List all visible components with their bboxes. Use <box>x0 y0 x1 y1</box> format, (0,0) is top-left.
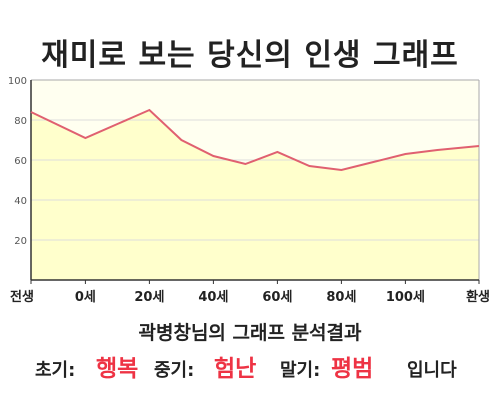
y-tick-label: 80 <box>14 116 27 127</box>
y-tick-label: 60 <box>14 156 27 167</box>
late-value: 평범 <box>331 356 374 382</box>
y-tick-label: 20 <box>14 236 27 247</box>
x-tick-label: 환생 <box>466 289 490 305</box>
x-tick-label: 80세 <box>326 290 356 305</box>
x-tick-label: 40세 <box>198 290 228 305</box>
early-label: 초기: <box>35 360 76 381</box>
x-tick-label: 60세 <box>262 290 292 305</box>
middle-value: 험난 <box>214 356 257 382</box>
ending-text: 입니다 <box>407 360 457 381</box>
early-value: 행복 <box>96 356 139 382</box>
y-tick-label: 100 <box>8 76 27 87</box>
x-tick-label: 20세 <box>134 290 164 305</box>
area-fill <box>31 110 479 280</box>
analysis-subtitle: 곽병창님의 그래프 분석결과 <box>138 322 362 344</box>
middle-label: 중기: <box>154 360 195 381</box>
x-tick-label: 0세 <box>75 290 96 305</box>
late-label: 말기: <box>280 360 321 381</box>
life-line <box>30 108 480 172</box>
analysis-result: 초기: 행복 중기: 험난 말기: 평범 입니다 <box>0 346 500 382</box>
page-title: 재미로 보는 당신의 인생 그래프 <box>41 38 459 73</box>
x-tick-label: 100세 <box>386 290 425 305</box>
y-tick-label: 40 <box>14 196 27 207</box>
x-tick-label: 전생 <box>10 289 34 305</box>
